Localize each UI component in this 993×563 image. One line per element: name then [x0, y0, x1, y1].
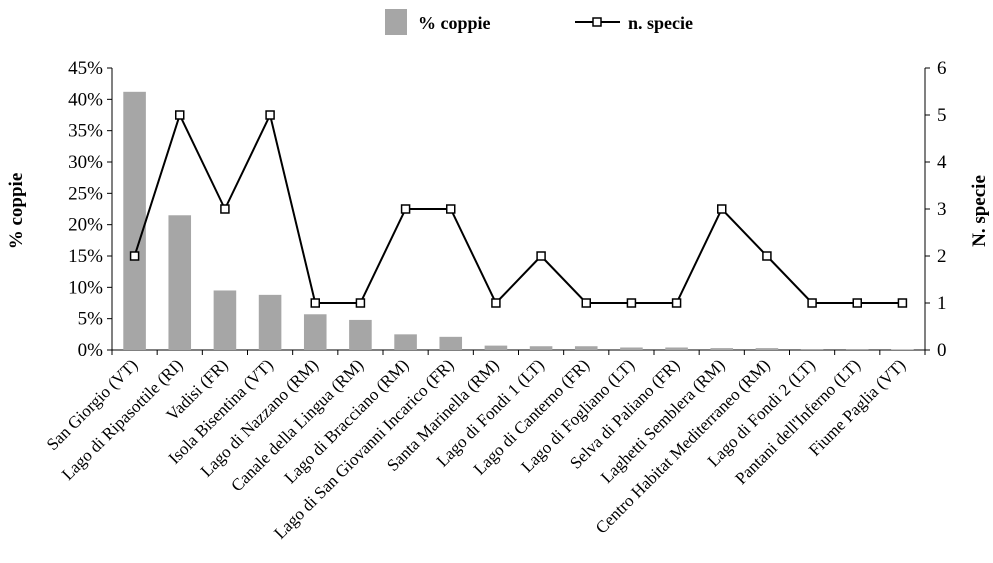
y-tick-label-right: 1: [937, 293, 947, 314]
y-tick-label-right: 6: [937, 58, 947, 79]
bar: [484, 345, 508, 350]
bar: [891, 349, 914, 350]
line-point: [491, 298, 501, 308]
line-series: [129, 110, 908, 308]
bar: [529, 346, 553, 350]
bar: [258, 294, 282, 350]
y-tick-label-right: 0: [937, 340, 947, 361]
y-tick-label-left: 45%: [68, 58, 103, 79]
y-tick-label-left: 0%: [78, 340, 104, 361]
y-tick-label-right: 5: [937, 105, 947, 126]
bar: [800, 349, 824, 350]
bar: [710, 348, 734, 350]
y-tick-label-left: 5%: [78, 309, 104, 330]
bar: [349, 319, 372, 350]
y-tick-label-left: 30%: [68, 152, 103, 173]
bar: [665, 347, 688, 350]
legend-label-specie: n. specie: [628, 13, 693, 33]
bar: [755, 348, 779, 350]
line-point: [717, 204, 727, 214]
bar: [574, 346, 598, 350]
legend: % coppie n. specie: [385, 9, 693, 35]
y-tick-label-left: 10%: [68, 277, 103, 298]
bar: [620, 347, 643, 350]
bar: [845, 349, 869, 350]
line-point: [220, 204, 230, 214]
line-point: [581, 298, 591, 308]
line-point: [897, 298, 908, 308]
line-point: [852, 298, 862, 308]
line-point: [355, 298, 366, 308]
line-point: [129, 251, 140, 261]
legend-label-coppie: % coppie: [418, 13, 491, 33]
category-labels: San Giorgio (VT)Lago di Ripasottile (RI)…: [43, 355, 910, 542]
series-line: [133, 112, 903, 305]
y-tick-label-right: 2: [937, 246, 947, 267]
bar: [439, 336, 463, 350]
line-point: [175, 110, 185, 120]
line-point: [536, 251, 546, 261]
line-point: [400, 204, 411, 214]
line-point: [762, 251, 772, 261]
bar: [168, 215, 192, 350]
bar: [303, 314, 327, 350]
y-tick-label-right: 3: [937, 199, 947, 220]
line-point: [626, 298, 637, 308]
line-point: [671, 298, 682, 308]
y-tick-label-left: 15%: [68, 246, 103, 267]
line-point: [310, 298, 320, 308]
axes: 0% 5% 10% 15% 20% 25% 30% 35% 40% 45% 0 1 2 3 4 5 6: [68, 58, 947, 361]
line-point: [446, 204, 456, 214]
bar: [213, 290, 237, 350]
bar-series: [123, 91, 914, 351]
legend-marker-specie: [592, 17, 602, 27]
line-point: [265, 110, 275, 120]
y-tick-label-left: 35%: [68, 121, 103, 142]
y-tick-label-left: 20%: [68, 215, 103, 236]
bar: [394, 334, 417, 350]
y-axis-title-right: N. specie: [969, 175, 990, 247]
legend-swatch-coppie: [385, 9, 407, 35]
bar: [123, 91, 146, 351]
y-axis-title-left: % coppie: [6, 173, 27, 250]
line-point: [807, 298, 817, 308]
y-tick-label-right: 4: [937, 152, 947, 173]
y-tick-label-left: 25%: [68, 183, 103, 204]
y-tick-label-left: 40%: [68, 89, 103, 110]
